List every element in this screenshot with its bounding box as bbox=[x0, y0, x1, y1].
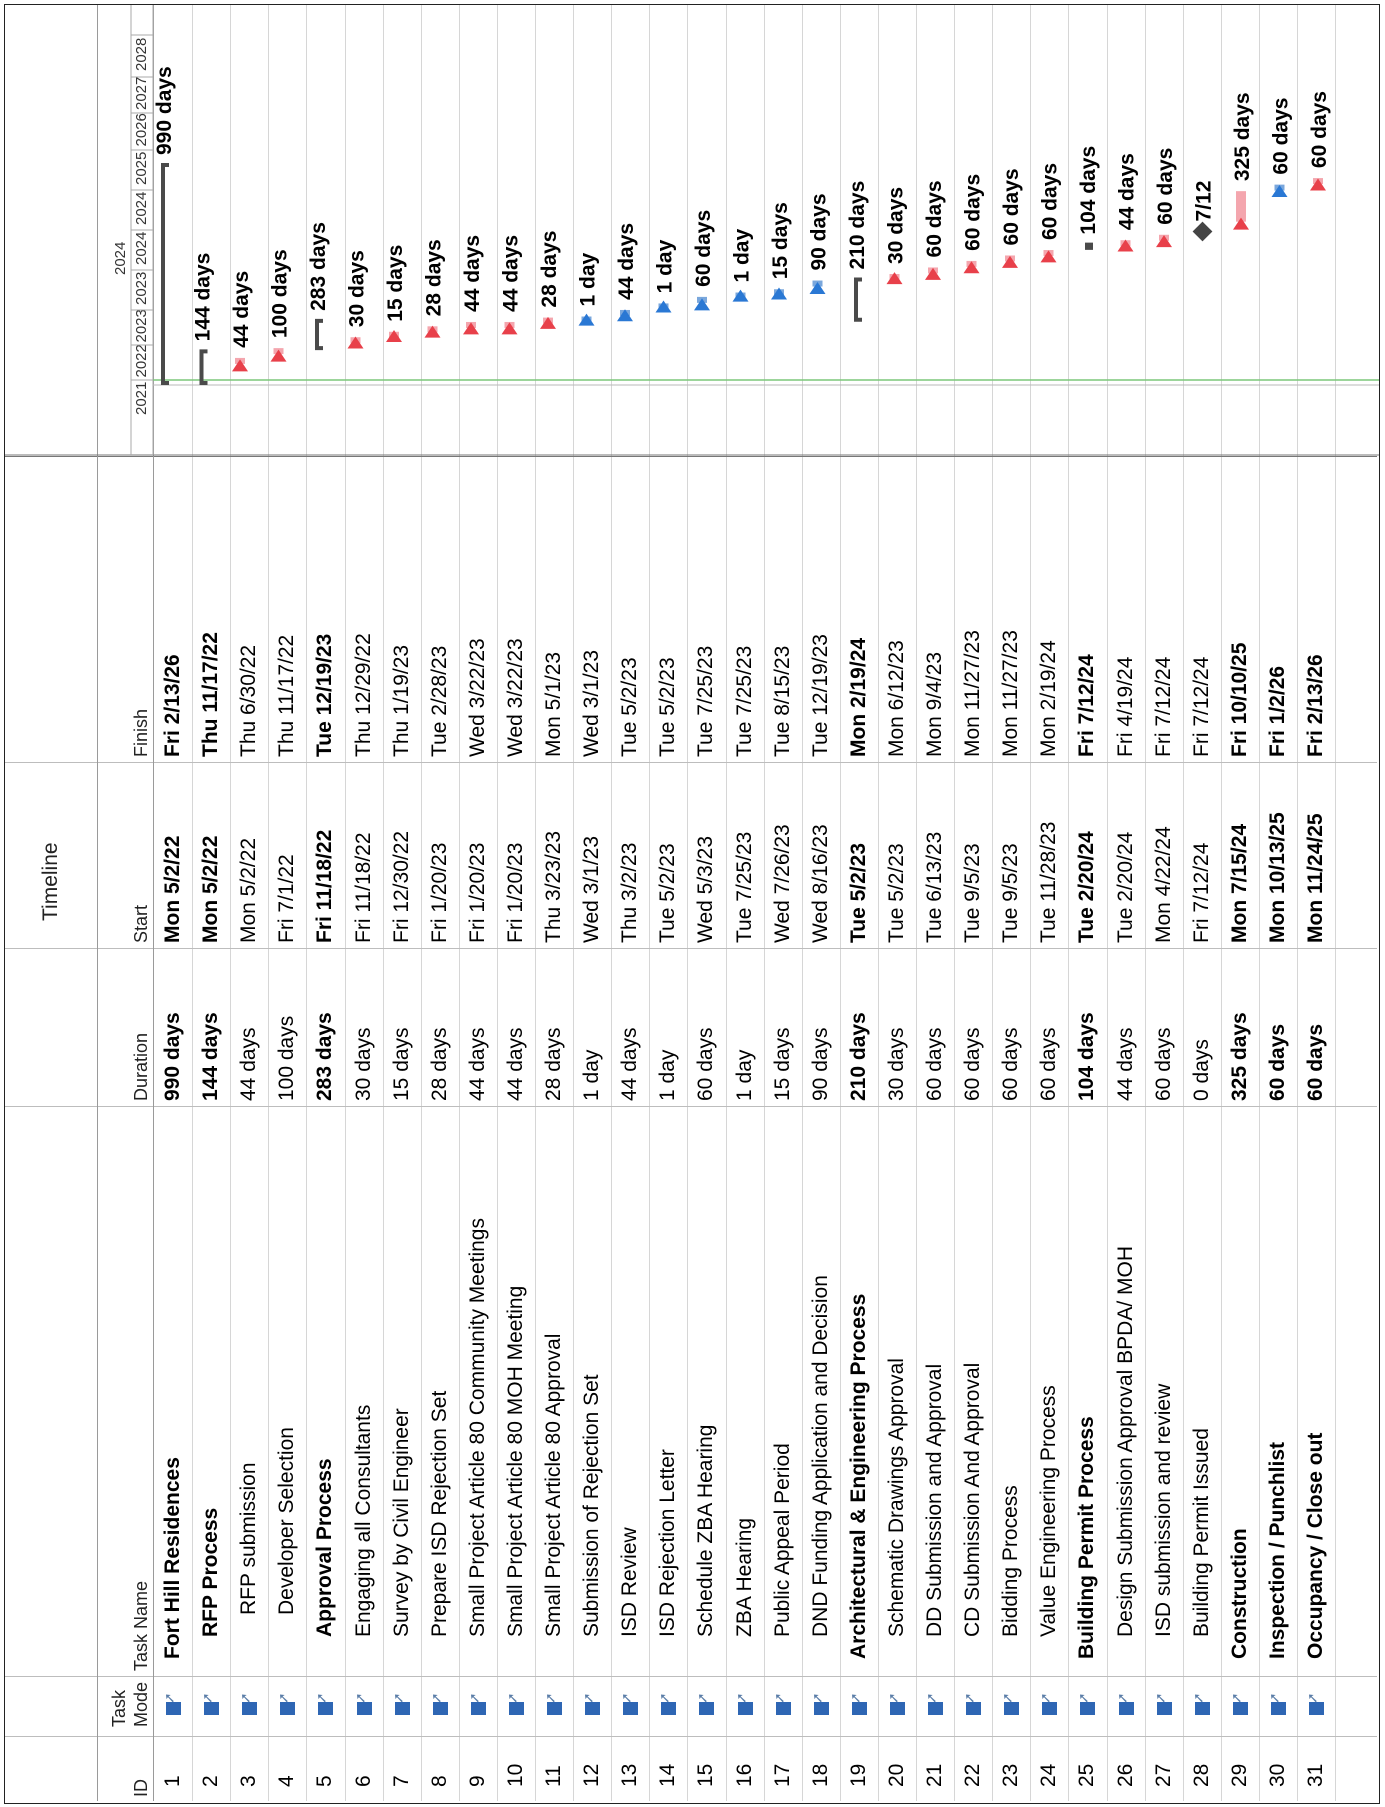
bar-label: 104 days bbox=[1077, 146, 1100, 235]
bar-label: 60 days bbox=[962, 174, 985, 251]
bar-label: 60 days bbox=[692, 210, 715, 287]
bar-label: 60 days bbox=[1039, 163, 1062, 240]
year-label: 2028 bbox=[133, 38, 150, 71]
dependency-arrow bbox=[809, 281, 826, 294]
dependency-arrow bbox=[1310, 178, 1326, 191]
bar-label: 15 days bbox=[769, 202, 792, 279]
year-label: 2027 bbox=[133, 77, 150, 110]
milestone-diamond bbox=[1192, 221, 1213, 242]
bar-label: 15 days bbox=[384, 245, 407, 322]
bar-label: 990 days bbox=[153, 66, 176, 155]
bar-label: 144 days bbox=[192, 253, 215, 342]
dependency-arrow bbox=[1233, 217, 1249, 230]
year-label: 2023 bbox=[133, 272, 150, 305]
dependency-arrow bbox=[1002, 255, 1018, 268]
dependency-arrow bbox=[347, 336, 364, 349]
bar-label: 1 day bbox=[654, 239, 677, 293]
summary-bar bbox=[199, 349, 208, 385]
dependency-arrow bbox=[386, 329, 402, 342]
dependency-arrow bbox=[1271, 184, 1288, 197]
dependency-arrow bbox=[925, 267, 941, 280]
summary-bar bbox=[161, 163, 169, 385]
gantt-page: ID Task Mode Task Name Duration Start Fi… bbox=[4, 4, 1380, 1804]
year-label: 2021 bbox=[133, 382, 150, 415]
bar-label: 100 days bbox=[269, 249, 292, 338]
gantt-chart: 2021202220232023202420242025202620272028… bbox=[5, 5, 1379, 456]
dependency-arrow bbox=[771, 287, 787, 300]
dependency-arrow bbox=[501, 322, 518, 335]
summary-bar bbox=[854, 277, 862, 322]
bar-label: 60 days bbox=[1270, 98, 1293, 175]
bar-label: 7/12 bbox=[1193, 181, 1216, 222]
dependency-arrow bbox=[732, 289, 749, 302]
bar-label: 283 days bbox=[307, 222, 330, 311]
dependency-arrow bbox=[1156, 235, 1172, 248]
bar-label: 60 days bbox=[1308, 91, 1331, 168]
bar-label: 44 days bbox=[500, 235, 523, 312]
year-label: 2026 bbox=[133, 113, 150, 146]
summary-bar bbox=[1085, 242, 1093, 250]
bar-label: 210 days bbox=[846, 181, 869, 270]
bar-label: 28 days bbox=[538, 231, 561, 308]
dependency-arrow bbox=[578, 313, 595, 326]
bar-label: 30 days bbox=[885, 187, 908, 264]
year-label: 2022 bbox=[133, 344, 150, 377]
dependency-arrow bbox=[424, 325, 441, 338]
summary-bar bbox=[315, 318, 323, 351]
bar-label: 44 days bbox=[461, 235, 484, 312]
dependency-arrow bbox=[886, 272, 903, 285]
bar-label: 28 days bbox=[423, 239, 446, 316]
dependency-arrow bbox=[1117, 239, 1134, 252]
year-label: 2024 bbox=[133, 192, 150, 225]
bar-label: 1 day bbox=[731, 229, 754, 283]
dependency-arrow bbox=[540, 316, 556, 329]
bar-label: 60 days bbox=[923, 180, 946, 257]
year-label-top: 2024 bbox=[112, 242, 129, 275]
bar-label: 90 days bbox=[808, 193, 831, 270]
dependency-arrow bbox=[963, 261, 980, 274]
year-label: 2024 bbox=[133, 232, 150, 265]
dependency-arrow bbox=[694, 298, 710, 311]
bar-label: 44 days bbox=[230, 271, 253, 348]
dependency-arrow bbox=[463, 322, 479, 335]
bar-label: 1 day bbox=[577, 252, 600, 306]
dependency-arrow bbox=[232, 359, 248, 372]
year-label: 2025 bbox=[133, 152, 150, 185]
dependency-arrow bbox=[270, 349, 287, 362]
bar-label: 44 days bbox=[615, 223, 638, 300]
bar-label: 44 days bbox=[1116, 153, 1139, 230]
bar-label: 60 days bbox=[1000, 168, 1023, 245]
dependency-arrow bbox=[655, 300, 672, 313]
bar-label: 60 days bbox=[1154, 148, 1177, 225]
bar-label: 325 days bbox=[1231, 92, 1254, 181]
year-label: 2023 bbox=[133, 309, 150, 342]
task-bar bbox=[1236, 191, 1246, 222]
dependency-arrow bbox=[1040, 250, 1057, 263]
dependency-arrow bbox=[617, 309, 633, 322]
bar-label: 30 days bbox=[346, 250, 369, 327]
